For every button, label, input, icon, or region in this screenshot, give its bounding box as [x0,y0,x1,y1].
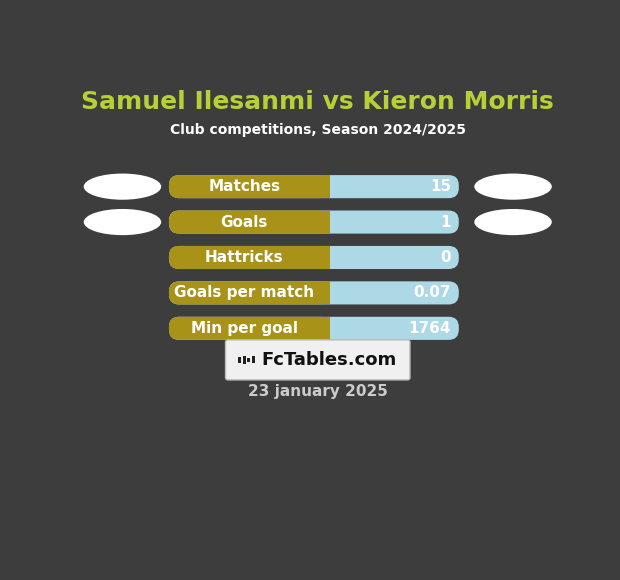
FancyBboxPatch shape [169,281,459,305]
Bar [320,211,330,234]
FancyBboxPatch shape [169,317,330,340]
Bar [252,357,255,363]
Text: Club competitions, Season 2024/2025: Club competitions, Season 2024/2025 [170,122,466,137]
Ellipse shape [84,209,161,235]
Ellipse shape [84,173,161,200]
FancyBboxPatch shape [226,340,410,380]
Bar [320,281,330,305]
Bar [320,246,330,269]
Bar [320,175,330,198]
Text: 0.07: 0.07 [414,285,451,300]
Text: Min per goal: Min per goal [191,321,298,336]
Text: 23 january 2025: 23 january 2025 [248,384,388,399]
FancyBboxPatch shape [169,211,330,234]
Ellipse shape [474,173,552,200]
Text: Goals per match: Goals per match [174,285,314,300]
FancyBboxPatch shape [169,211,459,234]
FancyBboxPatch shape [169,317,459,340]
Text: 0: 0 [440,250,451,265]
Bar [247,358,250,362]
FancyBboxPatch shape [169,175,459,198]
FancyBboxPatch shape [169,175,330,198]
Bar [238,357,241,362]
Text: Matches: Matches [208,179,280,194]
Text: FcTables.com: FcTables.com [261,351,396,369]
Bar [320,317,330,340]
FancyBboxPatch shape [169,246,330,269]
FancyBboxPatch shape [169,281,330,305]
FancyBboxPatch shape [169,246,459,269]
Text: 1: 1 [441,215,451,230]
Text: 1764: 1764 [409,321,451,336]
Bar [242,356,246,364]
Text: Hattricks: Hattricks [205,250,283,265]
Text: Samuel Ilesanmi vs Kieron Morris: Samuel Ilesanmi vs Kieron Morris [81,90,554,114]
Text: 15: 15 [430,179,451,194]
Text: Goals: Goals [221,215,268,230]
Ellipse shape [474,209,552,235]
